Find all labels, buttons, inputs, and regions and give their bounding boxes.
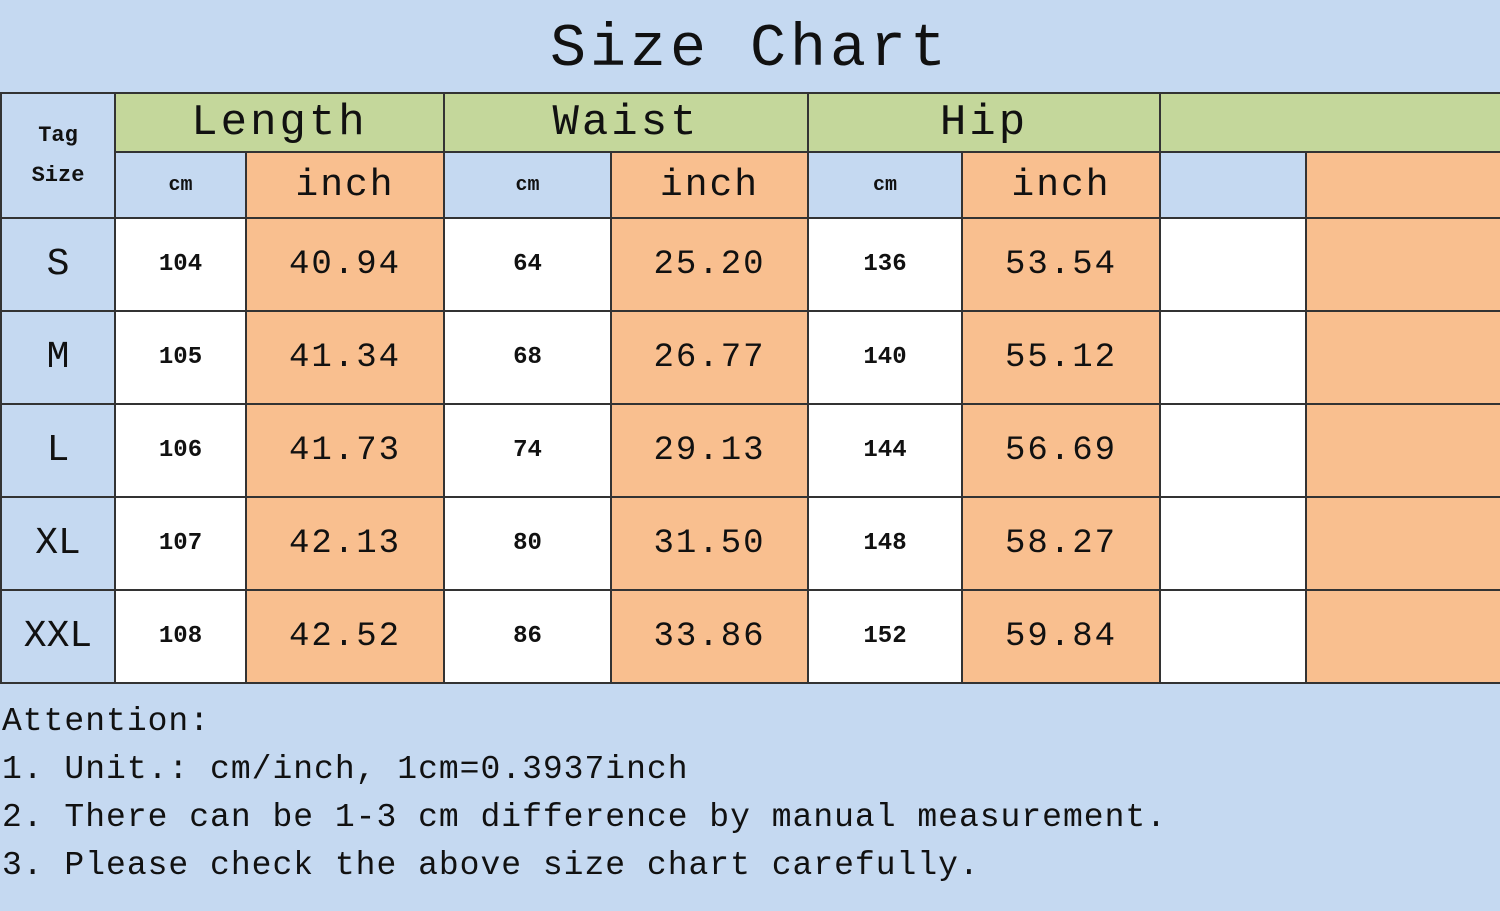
size-table: Tag Size Length Waist Hip cm inch cm inc… [0, 92, 1500, 684]
unit-header: cm [443, 151, 612, 219]
value-cell: 74 [443, 403, 612, 498]
value-cell: 29.13 [610, 403, 809, 498]
value-cell: 148 [807, 496, 963, 591]
value-cell: 42.13 [245, 496, 445, 591]
notes-heading: Attention: [2, 703, 211, 740]
table-row: XL 107 42.13 80 31.50 148 58.27 [0, 496, 1500, 591]
value-cell: 31.50 [610, 496, 809, 591]
value-cell: 108 [114, 589, 247, 684]
table-row: M 105 41.34 68 26.77 140 55.12 [0, 310, 1500, 405]
note-line: 1. Unit.: cm/inch, 1cm=0.3937inch [2, 751, 689, 788]
size-cell: M [0, 310, 116, 405]
table-row: L 106 41.73 74 29.13 144 56.69 [0, 403, 1500, 498]
empty-cell [1305, 403, 1500, 498]
empty-cell [1159, 151, 1307, 219]
empty-cell [1305, 310, 1500, 405]
size-cell: S [0, 217, 116, 312]
value-cell: 42.52 [245, 589, 445, 684]
empty-header [1159, 92, 1500, 153]
empty-cell [1159, 496, 1307, 591]
value-cell: 68 [443, 310, 612, 405]
value-cell: 25.20 [610, 217, 809, 312]
value-cell: 105 [114, 310, 247, 405]
group-header: Waist [443, 92, 809, 153]
unit-header: inch [610, 151, 809, 219]
value-cell: 80 [443, 496, 612, 591]
value-cell: 86 [443, 589, 612, 684]
empty-cell [1159, 310, 1307, 405]
empty-cell [1159, 403, 1307, 498]
value-cell: 144 [807, 403, 963, 498]
tag-size-header: Tag Size [0, 92, 116, 219]
note-line: 2. There can be 1-3 cm difference by man… [2, 799, 1167, 836]
title: Size Chart [549, 16, 951, 84]
size-cell: XXL [0, 589, 116, 684]
value-cell: 152 [807, 589, 963, 684]
empty-cell [1159, 589, 1307, 684]
size-cell: L [0, 403, 116, 498]
value-cell: 26.77 [610, 310, 809, 405]
empty-cell [1305, 496, 1500, 591]
value-cell: 41.73 [245, 403, 445, 498]
value-cell: 53.54 [961, 217, 1161, 312]
unit-header: inch [245, 151, 445, 219]
value-cell: 33.86 [610, 589, 809, 684]
group-header: Hip [807, 92, 1161, 153]
value-cell: 136 [807, 217, 963, 312]
unit-header: inch [961, 151, 1161, 219]
value-cell: 41.34 [245, 310, 445, 405]
value-cell: 59.84 [961, 589, 1161, 684]
note-line: 3. Please check the above size chart car… [2, 847, 980, 884]
value-cell: 104 [114, 217, 247, 312]
size-cell: XL [0, 496, 116, 591]
table-row: S 104 40.94 64 25.20 136 53.54 [0, 217, 1500, 312]
value-cell: 55.12 [961, 310, 1161, 405]
unit-header: cm [114, 151, 247, 219]
group-header: Length [114, 92, 445, 153]
empty-cell [1159, 217, 1307, 312]
value-cell: 64 [443, 217, 612, 312]
empty-cell [1305, 589, 1500, 684]
unit-header: cm [807, 151, 963, 219]
value-cell: 40.94 [245, 217, 445, 312]
value-cell: 107 [114, 496, 247, 591]
value-cell: 106 [114, 403, 247, 498]
empty-cell [1305, 151, 1500, 219]
empty-cell [1305, 217, 1500, 312]
notes: Attention: 1. Unit.: cm/inch, 1cm=0.3937… [0, 684, 1500, 890]
value-cell: 56.69 [961, 403, 1161, 498]
table-row: XXL 108 42.52 86 33.86 152 59.84 [0, 589, 1500, 684]
value-cell: 58.27 [961, 496, 1161, 591]
value-cell: 140 [807, 310, 963, 405]
